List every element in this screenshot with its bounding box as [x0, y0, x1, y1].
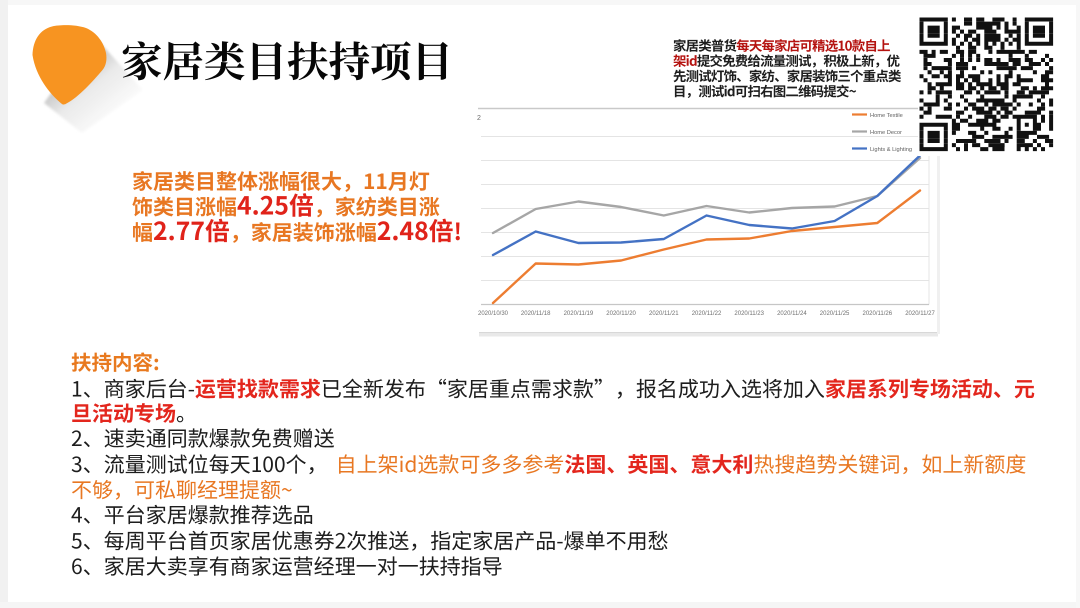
svg-text:2020/11/20: 2020/11/20: [606, 311, 636, 317]
svg-text:2020/11/24: 2020/11/24: [777, 311, 807, 317]
svg-text:2020/11/23: 2020/11/23: [734, 311, 764, 317]
svg-text:2020/10/30: 2020/10/30: [478, 311, 509, 317]
svg-text:2020/11/25: 2020/11/25: [820, 311, 850, 317]
svg-text:2020/11/27: 2020/11/27: [905, 311, 935, 317]
svg-text:2: 2: [477, 115, 481, 122]
svg-text:2020/11/19: 2020/11/19: [564, 311, 594, 317]
svg-text:Home Textile: Home Textile: [870, 113, 903, 119]
svg-text:2020/11/26: 2020/11/26: [863, 311, 893, 317]
svg-text:Lights & Lighting: Lights & Lighting: [870, 147, 912, 153]
svg-text:2020/11/18: 2020/11/18: [521, 311, 551, 317]
svg-text:Home Decor: Home Decor: [870, 130, 902, 136]
svg-text:2020/11/21: 2020/11/21: [649, 311, 679, 317]
svg-text:2020/11/22: 2020/11/22: [692, 311, 722, 317]
